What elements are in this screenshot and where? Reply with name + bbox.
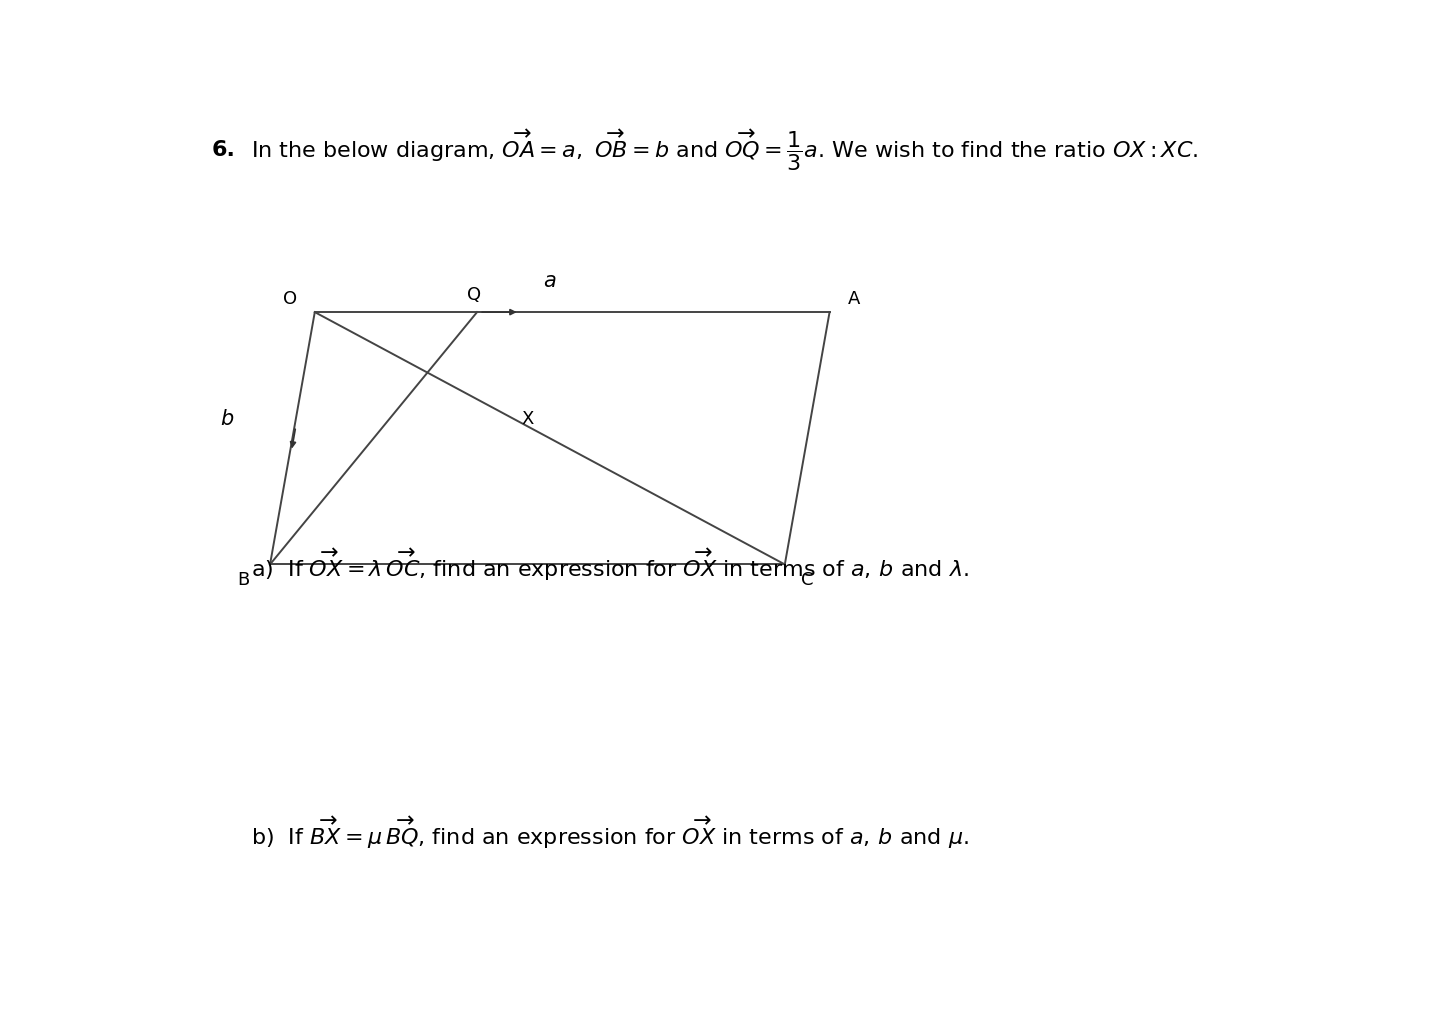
Text: X: X	[521, 410, 534, 428]
Text: a)  If $\overrightarrow{OX} = \lambda\,\overrightarrow{OC}$, find an expression : a) If $\overrightarrow{OX} = \lambda\,\o…	[251, 547, 969, 583]
Text: In the below diagram, $\overrightarrow{OA} = a,\ \overrightarrow{OB} = b$ and $\: In the below diagram, $\overrightarrow{O…	[251, 128, 1199, 173]
Text: B: B	[237, 571, 250, 589]
Text: A: A	[848, 291, 861, 308]
Text: C: C	[801, 571, 813, 589]
Text: $\mathbf{\mathit{a}}$: $\mathbf{\mathit{a}}$	[543, 270, 556, 291]
Text: Q: Q	[466, 286, 481, 304]
Text: $\mathbf{\mathit{b}}$: $\mathbf{\mathit{b}}$	[221, 409, 234, 429]
Text: b)  If $\overrightarrow{BX} = \mu\,\overrightarrow{BQ}$, find an expression for : b) If $\overrightarrow{BX} = \mu\,\overr…	[251, 814, 969, 851]
Text: O: O	[283, 291, 297, 308]
Text: 6.: 6.	[212, 140, 235, 161]
